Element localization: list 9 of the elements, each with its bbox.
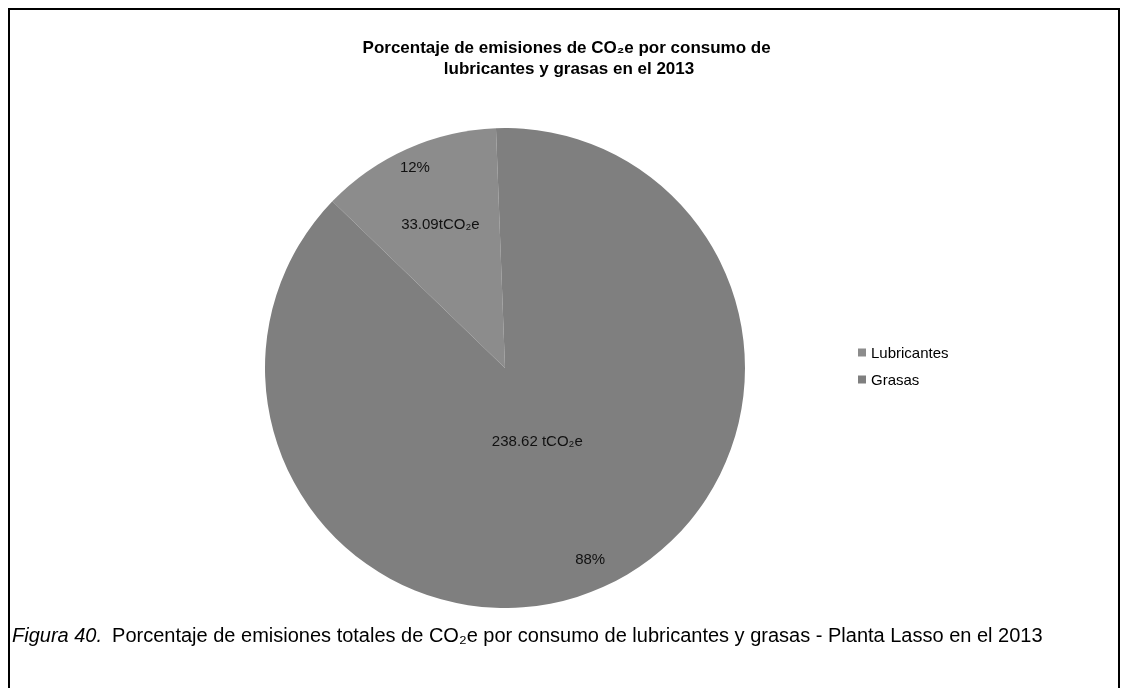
legend-label: Grasas xyxy=(871,371,920,388)
text: Figura 40. xyxy=(12,624,103,646)
legend-label: Lubricantes xyxy=(871,344,949,361)
chart-title: Porcentaje de emisiones de CO₂e por consumo de lubricantes y grasas en el 2013 xyxy=(362,38,776,78)
text: 88% xyxy=(575,550,606,568)
data-label: 33.09tCO₂e xyxy=(401,214,480,232)
text: Porcentaje de emisiones totales de CO₂e por consumo de lubricantes y grasas - Planta Lasso en el 2013 xyxy=(112,624,1043,646)
text: 12% xyxy=(399,157,430,175)
data-label: 238.62 tCO₂e xyxy=(491,431,583,449)
